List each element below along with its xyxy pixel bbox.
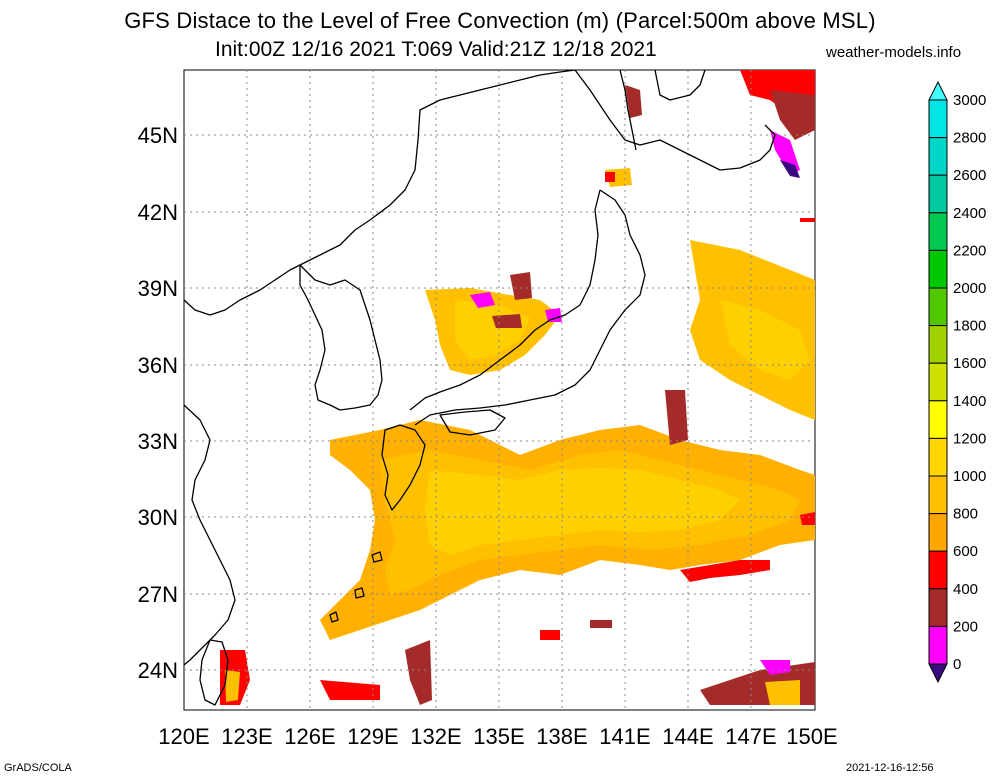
- field-brown-4: [665, 390, 688, 445]
- lon-label-141e: 141E: [599, 724, 650, 749]
- colorbar-box: [928, 174, 948, 214]
- field-red-s: [320, 680, 380, 700]
- colorbar-box: [928, 99, 948, 139]
- colorbar-box: [928, 625, 948, 665]
- field-brown-ne: [770, 90, 815, 140]
- colorbar-label: 200: [953, 618, 978, 635]
- colorbar-label: 400: [953, 581, 978, 598]
- lon-label-144e: 144E: [662, 724, 713, 749]
- colorbar-label: 2000: [953, 280, 986, 297]
- field-red-4: [800, 512, 815, 525]
- chart-subtitle: Init:00Z 12/16 2021 T:069 Valid:21Z 12/1…: [215, 38, 657, 61]
- field-magenta-js2: [545, 308, 562, 322]
- colorbar-label: 600: [953, 543, 978, 560]
- colorbar-label: 0: [953, 656, 961, 673]
- footer-credit: GrADS/COLA: [4, 762, 72, 774]
- field-purple-ne: [780, 160, 800, 178]
- field-brown-js: [510, 272, 532, 300]
- field-red-5: [800, 218, 815, 222]
- lat-labels: 45N 42N 39N 36N 33N 30N 27N 24N: [138, 123, 178, 683]
- lat-label-27n: 27N: [138, 582, 178, 607]
- colorbar-label: 2200: [953, 242, 986, 259]
- colorbar-top-triangle: [928, 80, 948, 101]
- colorbar-box: [928, 287, 948, 327]
- field-red-hk: [605, 172, 615, 182]
- field-brown-3: [590, 620, 612, 628]
- colorbar-box: [928, 588, 948, 627]
- lon-label-147e: 147E: [725, 724, 776, 749]
- colorbar-label: 2600: [953, 167, 986, 184]
- lon-labels: 120E 123E 126E 129E 132E 135E 138E 141E …: [158, 724, 837, 749]
- colorbar-label: 2400: [953, 205, 986, 222]
- lat-label-39n: 39N: [138, 276, 178, 301]
- coastlines: [183, 69, 776, 706]
- lat-label-42n: 42N: [138, 200, 178, 225]
- lon-label-123e: 123E: [221, 724, 272, 749]
- lon-label-150e: 150E: [786, 724, 837, 749]
- lat-label-30n: 30N: [138, 505, 178, 530]
- colorbar-bottom-triangle: [928, 663, 948, 684]
- lon-label-135e: 135E: [473, 724, 524, 749]
- graticule: [184, 70, 815, 710]
- field-magenta-se: [760, 660, 790, 675]
- field-gold-east: [720, 300, 810, 380]
- colorbar-label: 1000: [953, 468, 986, 485]
- colorbar-box: [928, 550, 948, 590]
- field-gold-main: [425, 468, 740, 555]
- colorbar-box: [928, 437, 948, 477]
- colorbar-label: 1400: [953, 393, 986, 410]
- site-credit: weather-models.info: [826, 44, 962, 61]
- lat-label-45n: 45N: [138, 123, 178, 148]
- lat-label-33n: 33N: [138, 429, 178, 454]
- colorbar-box: [928, 400, 948, 439]
- field-brown-hk: [625, 85, 642, 118]
- colorbar-box: [928, 475, 948, 515]
- lat-label-24n: 24N: [138, 658, 178, 683]
- colorbar-box: [928, 249, 948, 289]
- footer-timestamp: 2021-12-16-12:56: [846, 762, 934, 774]
- lon-label-129e: 129E: [347, 724, 398, 749]
- field-amber-sw: [225, 670, 240, 702]
- colorbar-label: 800: [953, 506, 978, 523]
- lon-label-126e: 126E: [284, 724, 335, 749]
- lon-label-132e: 132E: [410, 724, 461, 749]
- colorbar-box: [928, 137, 948, 176]
- lon-label-120e: 120E: [158, 724, 209, 749]
- colorbar-box: [928, 362, 948, 402]
- colorbar-label: 1200: [953, 430, 986, 447]
- lon-label-138e: 138E: [536, 724, 587, 749]
- colorbar-label: 2800: [953, 130, 986, 147]
- colorbar-label: 1800: [953, 318, 986, 335]
- field-red-1: [680, 560, 770, 582]
- colorbar-box: [928, 212, 948, 251]
- field-magenta-js: [470, 292, 495, 308]
- colorbar-box: [928, 513, 948, 552]
- colorbar-label: 1600: [953, 355, 986, 372]
- field-magenta-ne: [770, 130, 800, 175]
- colorbar-label: 3000: [953, 92, 986, 109]
- colorbar: 3000280026002400220020001800160014001200…: [928, 80, 986, 684]
- colorbar-box: [928, 325, 948, 364]
- field-brown-s: [405, 640, 432, 705]
- field-brown-js2: [492, 314, 522, 328]
- lat-label-36n: 36N: [138, 353, 178, 378]
- field-amber-se: [765, 680, 800, 705]
- lfc-field: [220, 70, 815, 705]
- chart-title: GFS Distace to the Level of Free Convect…: [124, 8, 876, 33]
- field-red-3: [540, 630, 560, 640]
